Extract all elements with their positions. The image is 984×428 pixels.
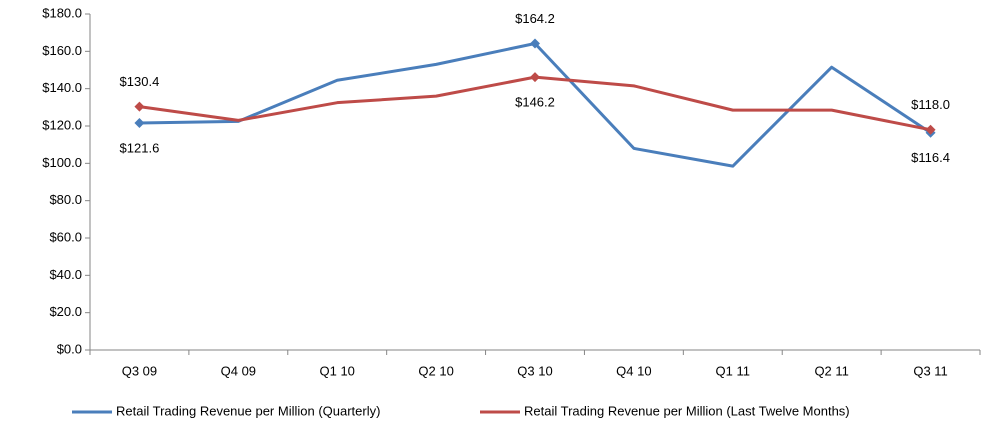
data-label: $146.2 [515,95,555,110]
data-label: $121.6 [120,140,160,155]
data-label: $118.0 [911,97,950,112]
x-tick-label: Q1 10 [320,363,355,378]
point-marker [530,38,540,49]
x-tick-label: Q2 10 [418,363,453,378]
y-tick-label: $140.0 [42,80,82,95]
data-label: $116.4 [911,150,950,165]
x-tick-label: Q2 11 [814,363,848,378]
y-tick-label: $120.0 [42,117,82,132]
data-label: $164.2 [515,11,555,26]
y-tick-label: $80.0 [49,192,82,207]
y-tick-label: $40.0 [49,267,82,282]
x-tick-label: Q4 09 [221,363,256,378]
legend-label: Retail Trading Revenue per Million (Quar… [116,403,380,418]
x-tick-label: Q3 10 [517,363,552,378]
legend-label: Retail Trading Revenue per Million (Last… [524,403,850,418]
point-marker [925,124,936,135]
y-tick-label: $60.0 [49,229,82,244]
point-marker [134,118,145,129]
x-tick-label: Q1 11 [716,363,750,378]
data-label: $130.4 [120,74,160,89]
point-marker [530,72,540,83]
y-tick-label: $100.0 [42,155,82,170]
x-tick-label: Q4 10 [616,363,651,378]
x-tick-label: Q3 09 [122,363,157,378]
y-tick-label: $160.0 [42,43,82,58]
y-tick-label: $20.0 [49,304,82,319]
x-tick-label: Q3 11 [913,363,947,378]
y-tick-label: $180.0 [42,5,82,20]
point-marker [134,101,145,112]
y-tick-label: $0.0 [57,341,82,356]
